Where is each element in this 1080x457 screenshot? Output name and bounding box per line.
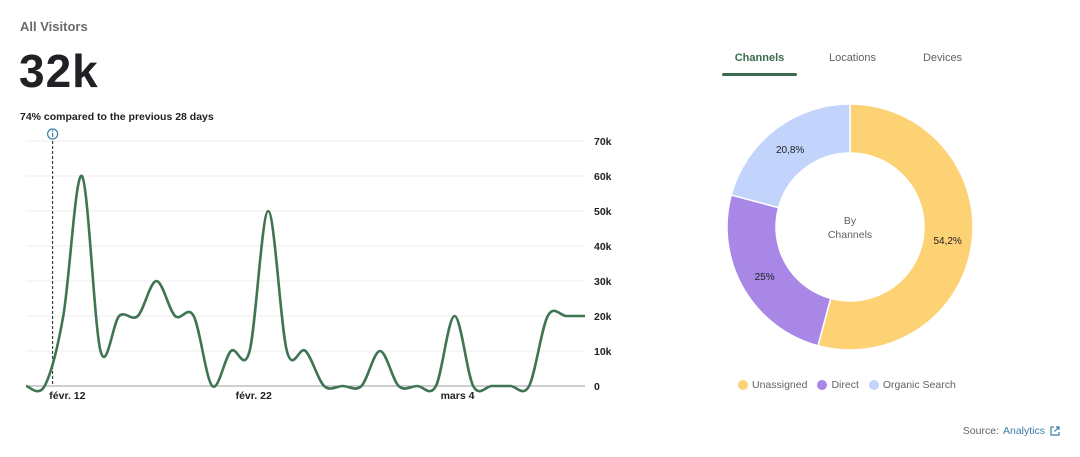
data-point [490, 384, 494, 388]
data-point [43, 384, 47, 388]
source-attribution: Source: Analytics [963, 425, 1060, 437]
y-tick-label: 20k [594, 311, 612, 323]
y-tick-label: 0 [594, 381, 600, 393]
tab-channels[interactable]: Channels [734, 52, 785, 64]
tab-devices[interactable]: Devices [922, 52, 963, 64]
legend-label-direct: Direct [831, 379, 859, 391]
slice-direct[interactable] [726, 193, 832, 347]
data-point [136, 314, 140, 318]
comparison-text: 74% compared to the previous 28 days [20, 111, 214, 123]
data-point [341, 384, 345, 388]
y-tick-label: 60k [594, 171, 612, 183]
data-point [415, 384, 419, 388]
data-point [24, 384, 28, 388]
data-point [453, 314, 457, 318]
x-tick-label: mars 4 [441, 390, 475, 402]
line-chart: 0 10k 20k 30k 40k 50k 60k 70k févr. 12 févr. 22 ma… [24, 128, 612, 402]
external-link-icon[interactable] [1050, 426, 1060, 436]
data-point [546, 314, 550, 318]
data-point [583, 314, 587, 318]
y-tick-label: 40k [594, 241, 612, 253]
y-tick-label: 30k [594, 276, 612, 288]
data-point [434, 384, 438, 388]
data-point [304, 349, 308, 353]
data-point [173, 314, 177, 318]
data-point [80, 174, 84, 178]
data-point [61, 314, 65, 318]
legend-swatch-unassigned [738, 380, 748, 390]
slice-organic-search[interactable] [730, 103, 851, 209]
data-point [322, 384, 326, 388]
data-point [359, 384, 363, 388]
slice-value-label: 25% [755, 272, 775, 283]
legend-item-direct: Direct [817, 379, 859, 391]
chart-tabs: Channels Locations Devices [720, 52, 1000, 78]
data-point [471, 384, 475, 388]
data-point [192, 314, 196, 318]
data-point [564, 314, 568, 318]
x-tick-label: févr. 12 [49, 390, 85, 402]
data-point [397, 384, 401, 388]
data-point [99, 349, 103, 353]
data-point [266, 209, 270, 213]
slice-value-label: 20,8% [776, 145, 804, 156]
data-point [210, 384, 214, 388]
donut-chart: 54,2% 25% 20,8% By Channels [726, 103, 974, 351]
slice-unassigned[interactable] [816, 103, 974, 351]
y-tick-label: 50k [594, 206, 612, 218]
total-visitors-value: 32k [19, 45, 99, 97]
data-point [508, 384, 512, 388]
slice-value-label: 54,2% [933, 236, 961, 247]
donut-legend: Unassigned Direct Organic Search [738, 379, 966, 391]
legend-item-unassigned: Unassigned [738, 379, 807, 391]
active-tab-indicator [722, 73, 797, 76]
y-tick-label: 10k [594, 346, 612, 358]
analytics-link[interactable]: Analytics [1002, 425, 1045, 437]
legend-label-organic-search: Organic Search [882, 379, 956, 391]
data-point [378, 349, 382, 353]
legend-swatch-organic-search [868, 380, 879, 390]
data-point [229, 349, 233, 353]
data-point [285, 349, 289, 353]
data-point [527, 384, 531, 388]
x-tick-label: févr. 22 [236, 390, 272, 402]
visitors-series-line [25, 174, 585, 393]
legend-item-organic-search: Organic Search [868, 379, 956, 391]
y-tick-label: 70k [594, 136, 612, 148]
tab-locations[interactable]: Locations [828, 52, 877, 64]
widget-title: All Visitors [20, 19, 88, 34]
legend-swatch-direct [817, 380, 828, 390]
legend-label-unassigned: Unassigned [752, 379, 808, 391]
data-point [117, 314, 121, 318]
source-label: Source: [962, 425, 999, 437]
data-point [154, 279, 158, 283]
donut-center-label: By [844, 215, 857, 227]
donut-center-label: Channels [828, 229, 872, 241]
info-icon[interactable] [47, 128, 59, 140]
data-point [248, 349, 252, 353]
